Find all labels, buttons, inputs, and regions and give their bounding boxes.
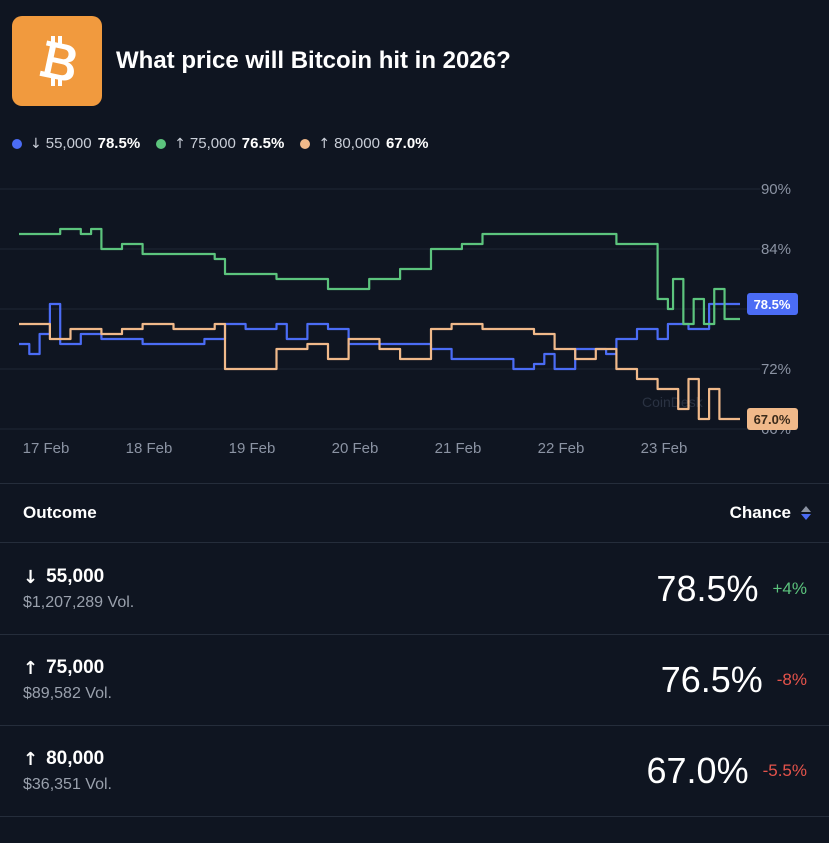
- outcome-row-80000[interactable]: ↑ 80,000 $36,351 Vol. 67.0% -5.5%: [0, 726, 829, 817]
- series-end-badge: [747, 408, 798, 430]
- arrow-down-icon: ↓: [23, 566, 39, 588]
- table-header: Outcome Chance: [0, 483, 829, 543]
- outcome-row-55000[interactable]: ↓ 55,000 $1,207,289 Vol. 78.5% +4%: [0, 544, 829, 635]
- outcome-chance: 78.5%: [656, 568, 759, 609]
- legend-dot: [300, 138, 311, 149]
- arrow-down-icon: ↓: [30, 135, 42, 152]
- y-tick-label: 84%: [761, 241, 791, 258]
- outcome-change: -5.5%: [762, 761, 807, 780]
- legend-item-80000[interactable]: ↑ 80,000 67.0%: [300, 135, 429, 152]
- outcome-label: 55,000: [46, 566, 105, 587]
- outcome-label: 75,000: [46, 657, 105, 678]
- legend-item-55000[interactable]: ↓ 55,000 78.5%: [12, 135, 140, 152]
- chance-column-header: Chance: [729, 503, 791, 522]
- y-tick-label: 90%: [761, 181, 791, 198]
- x-tick-label: 23 Feb: [641, 440, 688, 457]
- arrow-up-icon: ↑: [23, 657, 39, 679]
- arrow-up-icon: ↑: [23, 748, 39, 770]
- outcome-label: 80,000: [46, 748, 105, 769]
- sort-icon: [801, 506, 811, 520]
- outcome-volume: $36,351 Vol.: [23, 776, 112, 793]
- series-end-label: 67.0%: [754, 412, 791, 427]
- outcome-change: +4%: [772, 579, 808, 598]
- market-header: What price will Bitcoin hit in 2026?: [12, 16, 511, 106]
- outcome-chance: 67.0%: [646, 750, 749, 791]
- outcome-column-header: Outcome: [23, 503, 97, 522]
- outcome-name: ↓ 55,000: [23, 566, 134, 588]
- series-line: [19, 302, 740, 371]
- legend-dot: [12, 138, 22, 149]
- legend-value: 78.5%: [97, 135, 141, 152]
- legend-value: 76.5%: [241, 135, 285, 152]
- arrow-up-icon: ↑: [174, 135, 186, 152]
- outcome-volume: $89,582 Vol.: [23, 685, 112, 702]
- page-title: What price will Bitcoin hit in 2026?: [116, 47, 511, 74]
- x-tick-label: 18 Feb: [126, 440, 173, 457]
- legend-label: 55,000: [45, 135, 92, 152]
- x-tick-label: 21 Feb: [435, 440, 482, 457]
- legend-item-75000[interactable]: ↑ 75,000 76.5%: [156, 135, 284, 152]
- series-end-label: 78.5%: [754, 297, 791, 312]
- outcome-chance: 76.5%: [660, 659, 763, 700]
- legend-value: 67.0%: [385, 135, 429, 152]
- outcome-name: ↑ 75,000: [23, 657, 112, 679]
- x-tick-label: 19 Feb: [229, 440, 276, 457]
- outcome-row-75000[interactable]: ↑ 75,000 $89,582 Vol. 76.5% -8%: [0, 635, 829, 726]
- x-tick-label: 22 Feb: [538, 440, 585, 457]
- outcome-volume: $1,207,289 Vol.: [23, 594, 135, 611]
- legend-label: 75,000: [189, 135, 236, 152]
- chance-sort-button[interactable]: Chance: [730, 503, 811, 523]
- bitcoin-icon: [12, 16, 102, 106]
- chart-legend: ↓ 55,000 78.5% ↑ 75,000 76.5% ↑ 80,000 6…: [12, 135, 445, 152]
- y-tick-label: 72%: [761, 361, 791, 378]
- watermark: CoinDesk: [642, 394, 704, 410]
- x-tick-label: 20 Feb: [332, 440, 379, 457]
- series-end-badge: [747, 293, 798, 315]
- outcome-name: ↑ 80,000: [23, 748, 112, 770]
- legend-dot: [156, 138, 167, 149]
- series-line: [19, 227, 740, 326]
- legend-label: 80,000: [334, 135, 380, 152]
- arrow-up-icon: ↑: [318, 135, 331, 152]
- outcome-change: -8%: [776, 670, 807, 689]
- series-line: [19, 322, 740, 421]
- x-tick-label: 17 Feb: [23, 440, 70, 457]
